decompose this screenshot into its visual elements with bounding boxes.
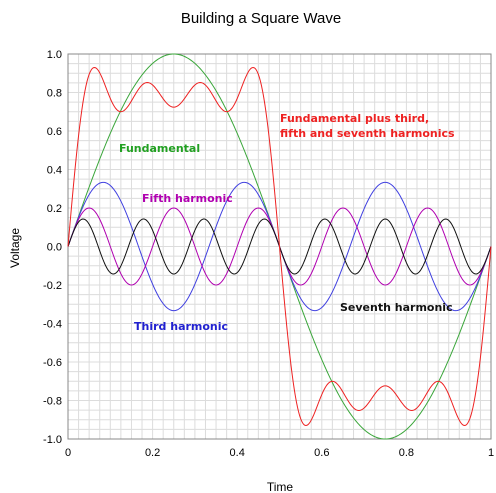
annotation-fundamental: Fundamental [119,142,200,155]
y-tick-label: -0.6 [43,357,62,369]
annotation-sum-line2: fifth and seventh harmonics [280,127,455,140]
y-tick-label: -0.8 [43,396,62,408]
annotation-fifth-harmonic: Fifth harmonic [142,192,233,205]
x-tick-label: 0.8 [399,447,414,459]
x-axis-label: Time [267,480,294,493]
x-tick-label: 0.6 [314,447,329,459]
y-axis-label: Voltage [8,228,22,268]
y-tick-label: -0.4 [43,319,62,331]
x-tick-label: 1 [488,447,494,459]
annotation-sum-line1: Fundamental plus third, [280,112,429,125]
annotation-third-harmonic: Third harmonic [134,320,228,333]
y-tick-label: 0.6 [47,126,62,138]
y-tick-labels: 1.0 0.8 0.6 0.4 0.2 0.0 -0.2 -0.4 -0.6 -0.8 -1.0 [43,49,62,446]
annotation-seventh-harmonic: Seventh harmonic [340,301,453,314]
y-tick-label: 0.0 [47,242,62,254]
x-tick-labels: 0 0.2 0.4 0.6 0.8 1 [65,447,494,459]
y-tick-label: -0.2 [43,280,62,292]
series-group [67,53,492,440]
x-tick-label: 0 [65,447,71,459]
y-tick-label: 0.8 [47,88,62,100]
y-tick-label: 0.2 [47,203,62,215]
y-tick-label: 0.4 [47,165,62,177]
x-tick-label: 0.2 [145,447,160,459]
x-tick-label: 0.4 [230,447,245,459]
chart-title: Building a Square Wave [181,10,341,27]
y-tick-label: 1.0 [47,49,62,61]
series-line-square-wave-sum [67,66,492,427]
y-tick-label: -1.0 [43,434,62,446]
